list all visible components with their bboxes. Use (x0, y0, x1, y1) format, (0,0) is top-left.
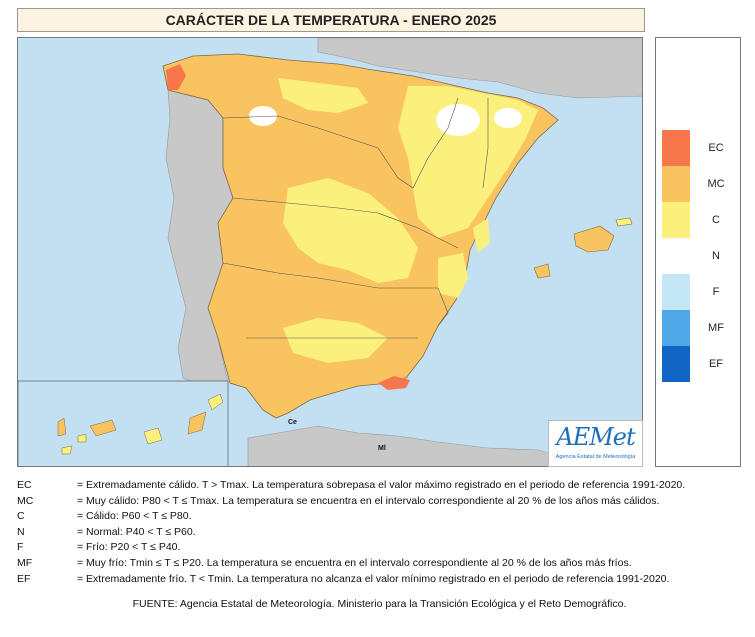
legend-item-n: N (662, 238, 738, 274)
la-gomera (77, 433, 87, 443)
fuerteventura (187, 411, 207, 435)
c-castellon-coast (473, 218, 490, 253)
n-navarra (436, 104, 480, 136)
legend-code-c: C (712, 214, 720, 226)
region-borders (222, 97, 489, 339)
definition-row: EC = Extremadamente cálido. T > Tmax. La… (17, 478, 742, 494)
legend-swatch-mc (662, 166, 690, 202)
logo-subtitle: Agencia Estatal de Meteorología (555, 454, 636, 460)
definition-code: N (17, 525, 25, 538)
definition-text: = Muy cálido: P80 < T ≤ Tmax. La tempera… (77, 494, 660, 507)
definition-row: EF = Extremadamente frío. T < Tmin. La t… (17, 572, 742, 588)
logo-name: AEMet (556, 423, 635, 451)
definition-row: MF = Muy frío: Tmin ≤ T ≤ P20. La temper… (17, 556, 742, 572)
legend-item-f: F (662, 274, 738, 310)
definition-text: = Extremadamente frío. T < Tmin. La temp… (77, 572, 670, 585)
definition-code: EF (17, 572, 31, 585)
definition-row: MC = Muy cálido: P80 < T ≤ Tmax. La temp… (17, 494, 742, 510)
menorca (615, 217, 633, 227)
legend-item-ec: EC (662, 130, 738, 166)
ec-almeria (378, 376, 410, 390)
c-central (283, 178, 418, 283)
france-land (317, 38, 642, 99)
map-svg: Ce Ml (18, 38, 642, 466)
definition-code: F (17, 541, 24, 554)
legend-code-ec: EC (708, 142, 724, 154)
c-south (283, 318, 388, 363)
ceuta-label: Ce (288, 419, 297, 426)
legend-swatch-mf (662, 310, 690, 346)
legend-code-f: F (712, 286, 720, 298)
source-note: FUENTE: Agencia Estatal de Meteorología.… (132, 598, 627, 610)
n-cantabria (249, 106, 277, 126)
color-legend: EC MC C N F MF EF (655, 37, 741, 467)
gran-canaria (143, 427, 163, 445)
africa-land (247, 425, 567, 466)
legend-item-mc: MC (662, 166, 738, 202)
legend-swatch-n (662, 238, 690, 274)
legend-code-mf: MF (708, 322, 724, 334)
legend-swatch-ec (662, 130, 690, 166)
legend-item-ef: EF (662, 346, 738, 382)
definition-text: = Muy frío: Tmin ≤ T ≤ P20. La temperatu… (77, 556, 632, 569)
definition-row: C = Cálido: P60 < T ≤ P80. (17, 509, 742, 525)
ec-galicia (166, 64, 186, 90)
definition-code: MF (17, 556, 33, 569)
definition-text: = Frío: P20 < T ≤ P40. (77, 541, 181, 554)
definition-row: F = Frío: P20 < T ≤ P40. (17, 540, 742, 556)
legend-item-mf: MF (662, 310, 738, 346)
el-hierro (61, 445, 73, 455)
legend-swatch-ef (662, 346, 690, 382)
c-north (278, 78, 368, 113)
ibiza (533, 263, 551, 279)
legend-swatch-c (662, 202, 690, 238)
melilla-label: Ml (378, 445, 386, 452)
aemet-logo: AEMet Agencia Estatal de Meteorología (548, 420, 643, 467)
legend-item-c: C (662, 202, 738, 238)
map-title: CARÁCTER DE LA TEMPERATURA - ENERO 2025 (17, 8, 645, 32)
legend-code-n: N (712, 250, 720, 262)
legend-swatch-f (662, 274, 690, 310)
definition-row: N = Normal: P40 < T ≤ P60. (17, 525, 742, 541)
definition-code: MC (17, 494, 34, 507)
definition-code: C (17, 510, 25, 523)
legend-code-mc: MC (707, 178, 725, 190)
lanzarote (207, 393, 224, 411)
n-huesca (494, 108, 522, 128)
definition-code: EC (17, 479, 32, 491)
temperature-map: Ce Ml (17, 37, 643, 467)
mallorca (573, 225, 615, 253)
definition-text: = Cálido: P60 < T ≤ P80. (77, 510, 192, 523)
definition-text: = Extremadamente cálido. T > Tmax. La te… (77, 479, 686, 491)
tenerife (89, 419, 117, 437)
category-definitions: EC = Extremadamente cálido. T > Tmax. La… (17, 478, 742, 587)
c-valencia (438, 253, 468, 298)
definition-text: = Normal: P40 < T ≤ P60. (77, 525, 196, 538)
legend-code-ef: EF (708, 358, 724, 370)
la-palma (57, 417, 67, 437)
